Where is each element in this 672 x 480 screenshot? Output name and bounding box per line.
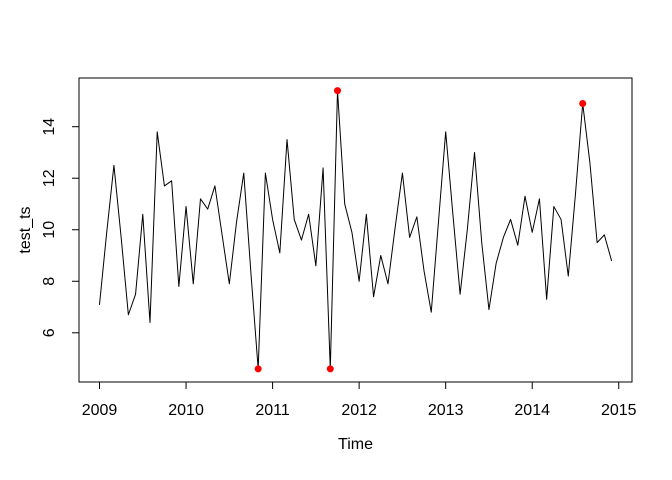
x-axis: 2009 2010 2011 2012 2013 2014 2015 (82, 382, 637, 419)
x-axis-tick-label: 2013 (428, 402, 464, 419)
y-axis-tick-label: 6 (41, 328, 58, 337)
outlier-dot (254, 365, 262, 373)
y-axis-label: test_ts (17, 206, 34, 253)
outlier-dot (579, 100, 587, 108)
y-axis: 6 8 10 12 14 (41, 118, 79, 337)
x-axis-tick-label: 2010 (168, 402, 204, 419)
outlier-points (254, 87, 587, 373)
series-line (99, 90, 613, 370)
outlier-dot (334, 87, 341, 95)
x-axis-tick-label: 2014 (514, 402, 550, 419)
x-axis-tick-label: 2009 (82, 402, 118, 419)
y-axis-tick-label: 8 (41, 277, 58, 286)
plot-border (78, 77, 633, 383)
y-axis-tick-label: 14 (41, 118, 58, 136)
outlier-dot (326, 365, 334, 373)
x-axis-label: Time (338, 436, 373, 453)
y-axis-tick-label: 12 (41, 169, 58, 187)
y-axis-tick-label: 10 (41, 221, 58, 239)
x-axis-tick-label: 2011 (255, 402, 290, 419)
x-axis-tick-label: 2012 (341, 402, 377, 419)
x-axis-tick-label: 2015 (601, 402, 637, 419)
